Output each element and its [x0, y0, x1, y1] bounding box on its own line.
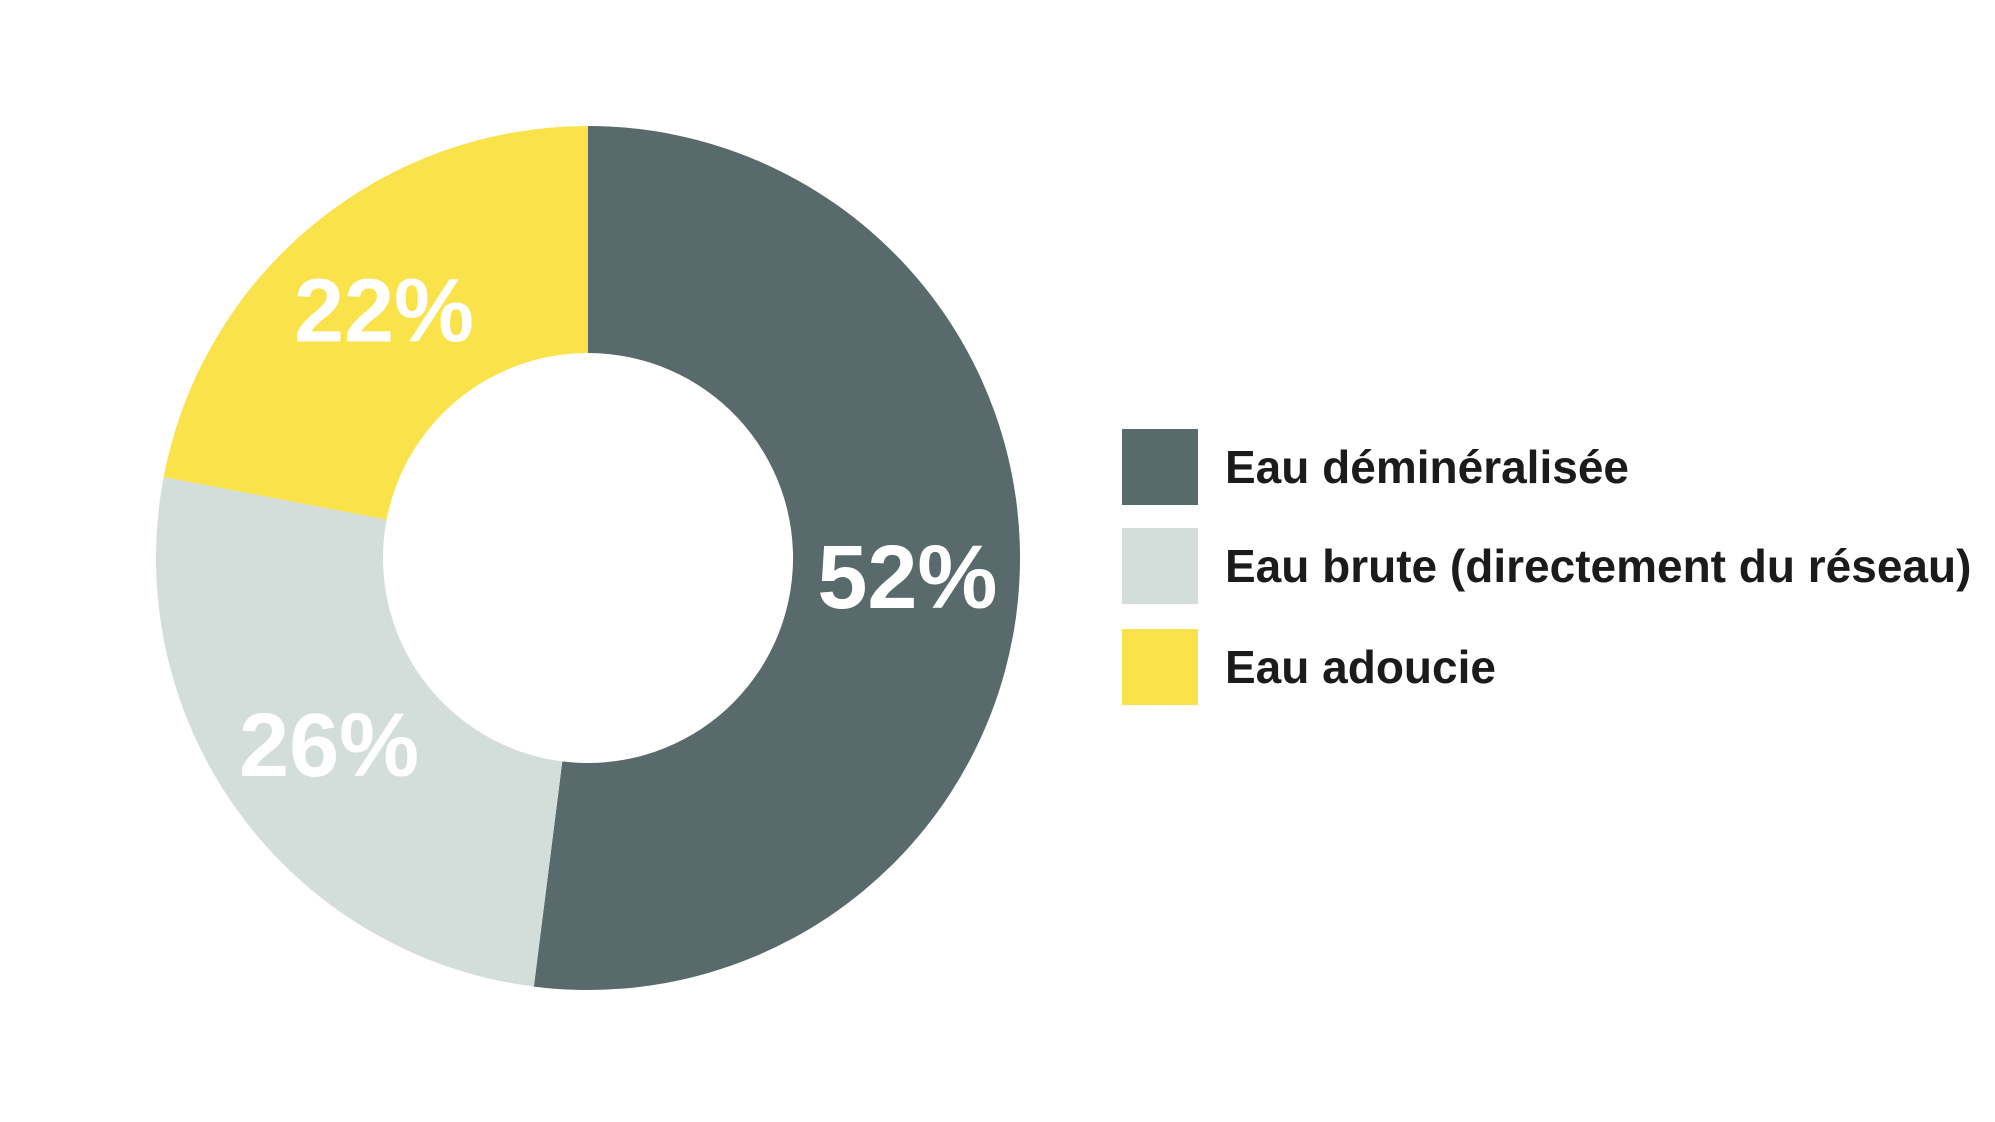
legend-item-1: Eau brute (directement du réseau): [1122, 528, 1971, 604]
legend-label-2: Eau adoucie: [1225, 641, 1496, 693]
legend-item-0: Eau déminéralisée: [1122, 429, 1629, 505]
donut-slice-0: [533, 126, 1021, 990]
donut-slice-2: [163, 126, 588, 520]
legend-color-swatch-2: [1122, 629, 1198, 705]
chart-legend: Eau déminéralisée Eau brute (directement …: [1122, 429, 1995, 709]
legend-item-2: Eau adoucie: [1122, 629, 1496, 705]
slice-data-label-1: 26%: [239, 696, 419, 796]
legend-label-0: Eau déminéralisée: [1225, 441, 1629, 493]
legend-label-1: Eau brute (directement du réseau): [1225, 540, 1972, 592]
legend-color-swatch-0: [1122, 429, 1198, 505]
legend-color-swatch-1: [1122, 528, 1198, 604]
donut-slice-1: [155, 477, 563, 987]
slice-data-label-0: 52%: [817, 528, 997, 628]
slice-data-label-2: 22%: [294, 261, 474, 361]
